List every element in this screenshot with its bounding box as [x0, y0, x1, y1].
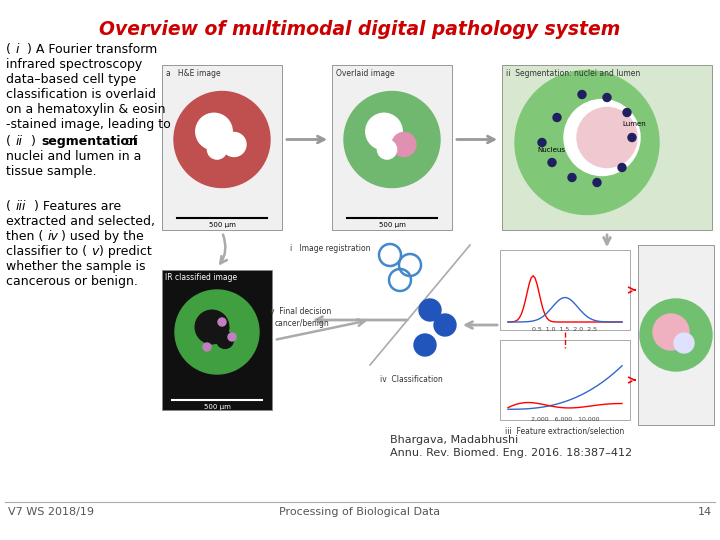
Text: ii: ii: [16, 135, 23, 148]
Circle shape: [218, 318, 226, 326]
Text: 500 µm: 500 µm: [204, 404, 230, 410]
Text: (: (: [6, 135, 11, 148]
Circle shape: [593, 179, 601, 186]
Text: v  Final decision: v Final decision: [270, 307, 331, 316]
Bar: [638, 245, 714, 425]
Text: i   Image registration: i Image registration: [290, 244, 371, 253]
Text: ii  Segmentation: nuclei and lumen: ii Segmentation: nuclei and lumen: [506, 69, 640, 78]
Text: 2,000   6,000   10,000: 2,000 6,000 10,000: [531, 417, 599, 422]
Text: data–based cell type: data–based cell type: [6, 73, 136, 86]
Text: tissue sample.: tissue sample.: [6, 165, 96, 178]
Circle shape: [618, 164, 626, 172]
Text: ) A Fourier transform: ) A Fourier transform: [23, 43, 157, 56]
Text: (: (: [6, 43, 11, 56]
Circle shape: [203, 343, 211, 351]
Text: Bhargava, Madabhushi: Bhargava, Madabhushi: [390, 435, 518, 445]
Text: classifier to (: classifier to (: [6, 245, 87, 258]
Circle shape: [515, 71, 659, 214]
Circle shape: [538, 138, 546, 146]
Text: Nucleus: Nucleus: [537, 147, 565, 153]
Circle shape: [603, 93, 611, 102]
Text: classification is overlaid: classification is overlaid: [6, 88, 156, 101]
Circle shape: [419, 299, 441, 321]
Bar: [162, 65, 282, 230]
Circle shape: [175, 290, 259, 374]
Text: a   H&E image: a H&E image: [166, 69, 220, 78]
Text: cancer/benign: cancer/benign: [275, 319, 330, 328]
Circle shape: [674, 333, 694, 353]
Text: v: v: [91, 245, 99, 258]
Text: iii: iii: [16, 200, 27, 213]
Text: IR classified image: IR classified image: [165, 273, 237, 282]
Circle shape: [174, 91, 270, 187]
Circle shape: [366, 113, 402, 150]
Text: 14: 14: [698, 507, 712, 517]
Circle shape: [434, 314, 456, 336]
Circle shape: [414, 334, 436, 356]
Text: then (: then (: [6, 230, 43, 243]
Text: V7 WS 2018/19: V7 WS 2018/19: [8, 507, 94, 517]
Circle shape: [548, 159, 556, 166]
Circle shape: [564, 99, 640, 176]
Bar: [500, 340, 630, 420]
Text: nuclei and lumen in a: nuclei and lumen in a: [6, 150, 141, 163]
Text: extracted and selected,: extracted and selected,: [6, 215, 155, 228]
Text: Overview of multimodal digital pathology system: Overview of multimodal digital pathology…: [99, 20, 621, 39]
Text: -stained image, leading to: -stained image, leading to: [6, 118, 171, 131]
Text: of: of: [121, 135, 137, 148]
Text: 500 µm: 500 µm: [209, 222, 235, 228]
Text: whether the sample is: whether the sample is: [6, 260, 145, 273]
Text: i: i: [16, 43, 19, 56]
Text: on a hematoxylin & eosin: on a hematoxylin & eosin: [6, 103, 166, 116]
Circle shape: [623, 109, 631, 117]
Text: (: (: [6, 200, 11, 213]
Text: iv  Classification: iv Classification: [380, 375, 443, 384]
Text: cancerous or benign.: cancerous or benign.: [6, 275, 138, 288]
Circle shape: [196, 113, 233, 150]
Circle shape: [207, 140, 227, 159]
Circle shape: [222, 132, 246, 157]
Circle shape: [217, 332, 233, 348]
Bar: [162, 270, 272, 410]
Circle shape: [228, 333, 236, 341]
Circle shape: [578, 91, 586, 98]
Text: infrared spectroscopy: infrared spectroscopy: [6, 58, 143, 71]
Bar: [502, 65, 712, 230]
Text: segmentation: segmentation: [41, 135, 138, 148]
Circle shape: [628, 133, 636, 141]
Circle shape: [392, 132, 416, 157]
Text: Lumen: Lumen: [622, 122, 646, 127]
Text: ): ): [27, 135, 40, 148]
Text: Annu. Rev. Biomed. Eng. 2016. 18:387–412: Annu. Rev. Biomed. Eng. 2016. 18:387–412: [390, 448, 632, 458]
Text: 0.5  1.0  1.5  2.0  2.5: 0.5 1.0 1.5 2.0 2.5: [533, 327, 598, 332]
Text: Processing of Biological Data: Processing of Biological Data: [279, 507, 441, 517]
Circle shape: [653, 314, 689, 350]
Circle shape: [640, 299, 712, 371]
Circle shape: [577, 107, 637, 167]
Circle shape: [195, 310, 229, 344]
Bar: [332, 65, 452, 230]
Text: iii  Feature extraction/selection: iii Feature extraction/selection: [505, 426, 625, 435]
Circle shape: [377, 140, 397, 159]
Circle shape: [568, 173, 576, 181]
Circle shape: [553, 113, 561, 122]
Text: 500 µm: 500 µm: [379, 222, 405, 228]
Circle shape: [344, 91, 440, 187]
Text: ) used by the: ) used by the: [61, 230, 144, 243]
Text: ) predict: ) predict: [99, 245, 152, 258]
Text: iv: iv: [48, 230, 59, 243]
Text: ) Features are: ) Features are: [30, 200, 121, 213]
Bar: [500, 250, 630, 330]
Text: Overlaid image: Overlaid image: [336, 69, 395, 78]
